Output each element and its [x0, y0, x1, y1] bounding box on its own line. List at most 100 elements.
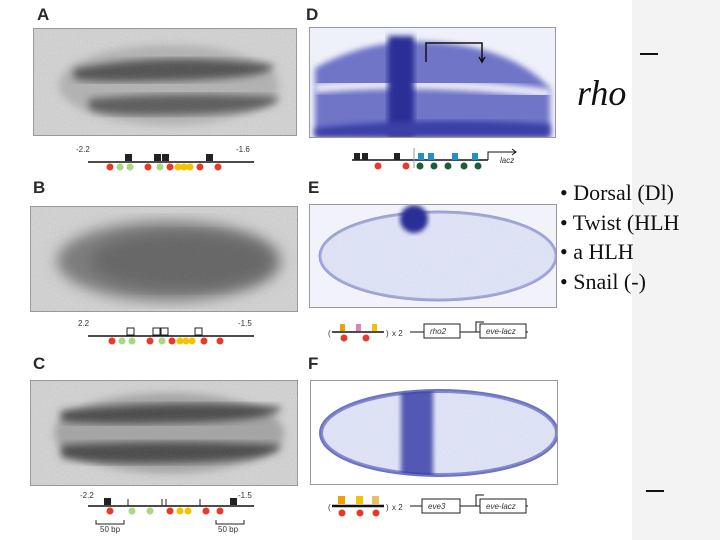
twist-site: [128, 507, 136, 515]
dorsal-site: [402, 162, 410, 170]
ahlh-site: [340, 324, 345, 331]
panel-b-embryo-image: [30, 206, 298, 312]
panel-c-site-map: -2.2 -1.5 50 bp 50 bp: [80, 491, 254, 534]
pink-site: [356, 324, 361, 331]
dorsal-site: [356, 509, 364, 517]
dorsal-site: [146, 337, 154, 345]
snail-site: [394, 153, 400, 160]
panel-d-embryo-image: [309, 27, 556, 138]
bullet-twist: • Twist (HLH: [560, 209, 680, 235]
ahlh-site: [184, 507, 192, 515]
blue-site: [418, 153, 424, 160]
panel-a-coord-left: -2.2: [76, 145, 90, 154]
mutated-snail-site: [160, 327, 169, 336]
panel-c-coord-right: -1.5: [238, 491, 252, 500]
twist-site: [158, 337, 166, 345]
panel-b-site-map: 2.2 -1.5: [78, 319, 254, 345]
ahlh-site: [176, 507, 184, 515]
dorsal-site: [200, 337, 208, 345]
dorsal-site: [196, 163, 204, 171]
bullet-snail: • Snail (-): [560, 268, 646, 294]
mutated-snail-site: [194, 327, 203, 336]
dorsal-site: [374, 162, 382, 170]
panel-label-f: F: [308, 354, 319, 373]
panel-label-d: D: [306, 5, 319, 24]
snail-site: [125, 154, 132, 161]
twist-site: [118, 337, 126, 345]
dorsal-site: [372, 509, 380, 517]
blue-site: [428, 153, 434, 160]
panel-d-site-map: lacz: [352, 148, 517, 170]
panel-e-construct: ( ) x 2 rho2 eve-lacz: [328, 321, 528, 342]
ahlh-site: [176, 337, 184, 345]
dorsal-site: [202, 507, 210, 515]
green-site: [416, 162, 424, 170]
dorsal-site: [216, 337, 224, 345]
background-strip: [632, 0, 720, 540]
twist-site: [126, 163, 134, 171]
dorsal-site: [106, 507, 114, 515]
twist-site: [128, 337, 136, 345]
panel-d-reporter-label: lacz: [500, 156, 514, 165]
ahlh-site: [338, 496, 345, 504]
ahlh-site: [356, 496, 363, 504]
panel-b-coord-right: -1.5: [238, 319, 252, 328]
green-site: [460, 162, 468, 170]
decorative-dash-bottom: [646, 490, 664, 492]
blue-site: [472, 153, 478, 160]
panel-f-construct: ( ) x 2 eve3 eve-lacz: [328, 494, 528, 517]
twist-site: [146, 507, 154, 515]
svg-text:): ): [386, 503, 389, 512]
mutated-snail-site: [126, 327, 135, 336]
panel-f-box1-label: eve3: [428, 502, 446, 511]
snail-site: [362, 153, 368, 160]
panel-a-coord-right: -1.6: [236, 145, 250, 154]
dorsal-site: [106, 163, 114, 171]
panel-f-box2-label: eve-lacz: [486, 502, 516, 511]
bullet-ahlh: • a HLH: [560, 239, 634, 264]
dorsal-site: [166, 507, 174, 515]
dorsal-site: [166, 163, 174, 171]
dorsal-site: [362, 334, 370, 342]
slide-title: rho: [577, 73, 627, 113]
dorsal-site: [340, 334, 348, 342]
panel-label-e: E: [308, 178, 320, 197]
panel-d-bracket: [425, 42, 486, 64]
dorsal-site: [214, 163, 222, 171]
ahlh-site: [186, 163, 194, 171]
green-site: [474, 162, 482, 170]
mutated-snail-site: [152, 327, 161, 336]
ahlh-site: [372, 324, 377, 331]
panel-c-embryo-image: [30, 380, 298, 486]
snail-site: [162, 154, 169, 161]
panel-c-coord-left: -2.2: [80, 491, 94, 500]
dorsal-site: [168, 337, 176, 345]
panel-f-repeat-label: x 2: [392, 503, 403, 512]
ahlh-site: [182, 337, 190, 345]
panel-label-b: B: [33, 178, 46, 197]
panel-b-coord-left: 2.2: [78, 319, 90, 328]
ahlh-site: [174, 163, 182, 171]
svg-text:(: (: [328, 503, 331, 512]
bullet-list: • Dorsal (Dl) • Twist (HLH • a HLH • Sna…: [560, 178, 679, 296]
blue-site: [452, 153, 458, 160]
snail-site: [154, 154, 161, 161]
green-site: [430, 162, 438, 170]
svg-text:(: (: [328, 329, 331, 338]
dorsal-site: [108, 337, 116, 345]
panel-c-scale-right: 50 bp: [218, 525, 239, 534]
panel-e-embryo-image: [309, 204, 557, 308]
panel-label-a: A: [37, 5, 50, 24]
ahlh-site: [180, 163, 188, 171]
snail-site: [206, 154, 213, 161]
panel-a-site-map: -2.2 -1.6: [76, 145, 254, 171]
panel-e-box2-label: eve-lacz: [486, 327, 516, 336]
panel-e-repeat-label: x 2: [392, 329, 403, 338]
svg-text:): ): [386, 329, 389, 338]
dorsal-site: [216, 507, 224, 515]
bullet-dorsal: • Dorsal (Dl): [560, 180, 675, 205]
twist-site: [116, 163, 124, 171]
twist-site: [156, 163, 164, 171]
panel-e-box1-label: rho2: [430, 327, 447, 336]
green-site: [444, 162, 452, 170]
